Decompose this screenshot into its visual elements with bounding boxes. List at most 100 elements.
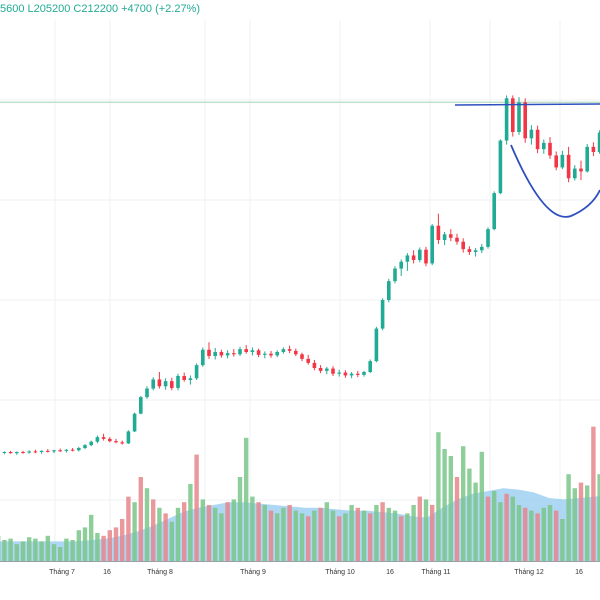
candle-body [411,255,416,260]
volume-bar [541,507,546,561]
candle-body [362,372,366,375]
volume-bar [578,482,584,561]
candle-body [70,449,75,451]
volume-bar [151,499,156,561]
candle-body [52,450,56,452]
candle-body [182,376,186,380]
candle-body [176,376,180,388]
candle-body [256,350,261,355]
candle-body [591,146,596,152]
volume-bars [0,426,600,561]
candle-body [548,142,552,156]
candle-body [380,300,385,329]
volume-bar [200,499,205,561]
candle-body [145,388,149,398]
candle-body [554,155,558,168]
candle-body [492,193,496,230]
volume-bar [287,505,292,561]
x-axis-tick-label: Tháng 12 [514,569,544,576]
volume-bar [461,446,466,561]
candle-body [393,268,397,282]
volume-bar [312,510,317,561]
volume-bar [58,547,63,561]
candle-body [517,102,521,132]
candle-body [542,142,546,150]
candle-body [27,451,31,453]
candle-body [263,353,267,355]
volume-bar [560,519,565,561]
x-axis-tick-label: 16 [103,569,111,576]
cup-curve[interactable] [510,144,600,218]
volume-bar [20,541,26,561]
volume-bar [293,510,298,561]
volume-bar [126,496,131,561]
candle-body [151,379,155,389]
volume-bar [516,505,522,561]
volume-bar [535,513,540,561]
candle-body [46,450,50,452]
candle-body [523,102,527,139]
volume-bar [442,449,447,561]
candle-body [58,450,62,452]
candle-body [461,241,465,250]
candle-body [232,353,236,355]
candle-body [405,255,410,262]
x-axis-tick-label: 16 [575,569,583,576]
candle-body [287,349,292,351]
volume-bar [355,507,360,561]
candle-body [306,358,310,363]
volume-bar [95,533,100,561]
candle-body [89,441,93,446]
grid-lines [0,20,600,561]
candle-body [207,349,211,356]
candle-body [163,381,168,387]
volume-bar [89,514,94,561]
volume-bar [157,507,162,561]
candle-body [560,154,565,168]
candle-body [356,373,360,375]
candle-body [15,452,19,454]
volume-bar [349,505,354,561]
volume-bar [182,502,187,561]
volume-bar [380,502,385,561]
candle-body [126,431,131,444]
candle-body [473,250,478,252]
volume-bar [448,456,453,561]
candle-body [449,234,453,238]
volume-bar [51,544,57,561]
volume-bar [436,432,441,561]
candle-body [480,246,484,251]
candle-body [349,373,354,376]
volume-bar [206,505,212,561]
volume-bar [411,505,416,561]
x-axis-tick-label: Tháng 10 [325,569,355,576]
candle-body [504,98,509,141]
candle-body [300,354,304,359]
candle-body [442,234,447,240]
volume-bar [76,530,81,561]
candle-body [573,168,577,179]
candle-body [77,448,81,451]
volume-bar [498,502,503,561]
cup-rim-line[interactable] [454,103,600,106]
volume-bar [132,502,137,561]
candle-body [83,445,87,448]
volume-bar [39,541,44,561]
candle-body [343,372,348,376]
volume-bar [225,502,230,561]
volume-bar [585,485,590,561]
volume-bar [566,474,571,561]
volume-bar [138,477,143,561]
candle-body [399,261,403,269]
candle-body [511,98,515,132]
candle-body [535,129,540,150]
volume-bar [454,477,460,561]
volume-bar [392,510,398,561]
candle-body [579,168,583,172]
volume-bar [113,527,119,561]
candle-body [101,437,106,439]
volume-bar [169,521,174,561]
x-axis-labels: Tháng 7 16 Tháng 8 Tháng 9 Tháng 10 16 Tháng 1… [49,569,583,576]
x-axis-tick-label: Tháng 11 [421,569,450,576]
